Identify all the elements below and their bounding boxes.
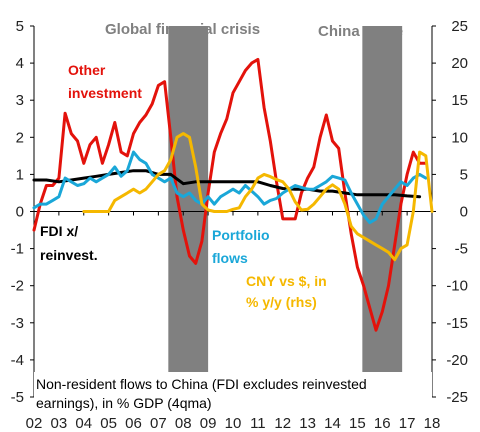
- x-tick-label: 12: [274, 415, 291, 432]
- series-line-fdi-x-reinvest: [32, 169, 422, 199]
- left-tick-label: -3: [11, 315, 24, 332]
- band-label-gfc: Global financial crisis: [105, 21, 260, 38]
- x-tick-label: 14: [324, 415, 341, 432]
- right-tick-label: 25: [451, 18, 468, 35]
- series-label-other-investment-line1: Other: [68, 62, 106, 78]
- left-tick-label: 0: [16, 204, 24, 221]
- right-tick-label: -25: [446, 389, 468, 406]
- series-label-cny-line2: % y/y (rhs): [246, 294, 317, 310]
- right-tick-label: -15: [446, 315, 468, 332]
- series-line-portfolio-flows: [32, 150, 428, 225]
- x-tick-label: 15: [349, 415, 366, 432]
- x-tick-label: 13: [299, 415, 316, 432]
- x-tick-label: 03: [51, 415, 68, 432]
- x-tick-label: 16: [374, 415, 391, 432]
- x-tick-label: 06: [125, 415, 142, 432]
- right-tick-label: -10: [446, 278, 468, 295]
- series-line-other-investment: [32, 57, 428, 332]
- x-tick-label: 10: [225, 415, 242, 432]
- x-tick-label: 02: [26, 415, 43, 432]
- series-label-cny-line1: CNY vs $, in: [246, 273, 327, 289]
- left-tick-label: 3: [16, 92, 24, 109]
- left-tick-label: -1: [11, 241, 24, 258]
- left-tick-label: 4: [16, 55, 24, 72]
- series-lines: [32, 57, 434, 332]
- left-tick-label: -4: [11, 352, 24, 369]
- caption-background: [34, 372, 432, 414]
- chart-caption-line2: earnings), in % GDP (4qma): [36, 395, 212, 411]
- series-line-cny-vs-in-y-y-rhs: [82, 132, 434, 262]
- right-tick-label: 0: [460, 204, 468, 221]
- x-tick-label: 07: [150, 415, 167, 432]
- series-label-portfolio-line1: Portfolio: [212, 227, 270, 243]
- series-label-fdi-line1: FDI x/: [40, 223, 78, 239]
- chart-caption-line1: Non-resident flows to China (FDI exclude…: [36, 376, 367, 392]
- x-tick-label: 09: [200, 415, 217, 432]
- band-label-china-scare: China scare: [318, 23, 403, 40]
- right-tick-label: 10: [451, 129, 468, 146]
- right-tick-label: 5: [460, 166, 468, 183]
- series-label-portfolio-line2: flows: [212, 250, 248, 266]
- x-tick-label: 08: [175, 415, 192, 432]
- left-tick-label: -5: [11, 389, 24, 406]
- right-tick-label: 15: [451, 92, 468, 109]
- x-tick-label: 11: [250, 415, 266, 432]
- axes: -5-4-3-2-1012345-25-20-15-10-50510152025…: [11, 18, 468, 432]
- right-tick-label: -5: [455, 241, 468, 258]
- right-tick-label: 20: [451, 55, 468, 72]
- x-tick-label: 04: [75, 415, 92, 432]
- series-label-fdi-line2: reinvest.: [40, 247, 98, 263]
- x-tick-label: 17: [399, 415, 416, 432]
- x-tick-label: 18: [424, 415, 441, 432]
- left-tick-label: -2: [11, 278, 24, 295]
- series-label-other-investment-line2: investment: [68, 85, 142, 101]
- left-tick-label: 5: [16, 18, 24, 35]
- x-tick-label: 05: [100, 415, 117, 432]
- right-tick-label: -20: [446, 352, 468, 369]
- left-tick-label: 1: [16, 166, 24, 183]
- left-tick-label: 2: [16, 129, 24, 146]
